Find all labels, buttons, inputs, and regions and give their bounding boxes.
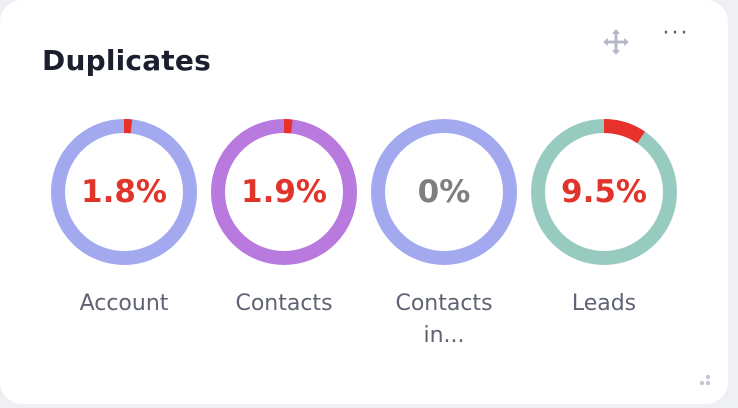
resize-grip-icon: [699, 374, 711, 386]
donut-value: 1.9%: [241, 174, 327, 210]
donut-value: 9.5%: [561, 174, 647, 210]
donut-leads[interactable]: 9.5% Leads: [522, 116, 682, 366]
resize-handle[interactable]: [694, 372, 714, 392]
more-options-button[interactable]: ···: [656, 21, 696, 56]
donut-value: 0%: [417, 174, 471, 210]
donut-label: Account: [79, 291, 169, 316]
donut-label: Contacts: [235, 291, 333, 316]
donut-arc: [531, 119, 677, 265]
donut-arc: [51, 119, 197, 265]
donut-account[interactable]: 1.8% Account: [42, 116, 202, 366]
donut-ring: [371, 119, 517, 265]
donut-label: Contacts in...: [395, 291, 493, 348]
donut-contacts[interactable]: 1.9% Contacts: [202, 116, 362, 366]
widget-title: Duplicates: [42, 44, 211, 77]
donut-value: 1.8%: [81, 174, 167, 210]
move-button[interactable]: [600, 26, 632, 58]
donut-chart: [531, 119, 677, 265]
donut-arc: [211, 119, 357, 265]
donut-label: Leads: [571, 291, 637, 316]
donut-chart: [51, 119, 197, 265]
donut-chart: [211, 119, 357, 265]
donut-contacts-in[interactable]: 0% Contacts in...: [362, 116, 522, 366]
duplicates-widget: Duplicates ··· 1.8% Account 1.9% Contact…: [0, 0, 728, 404]
more-horizontal-icon: ···: [662, 21, 690, 46]
move-arrows-icon: [603, 29, 629, 55]
donut-chart: [371, 119, 517, 265]
